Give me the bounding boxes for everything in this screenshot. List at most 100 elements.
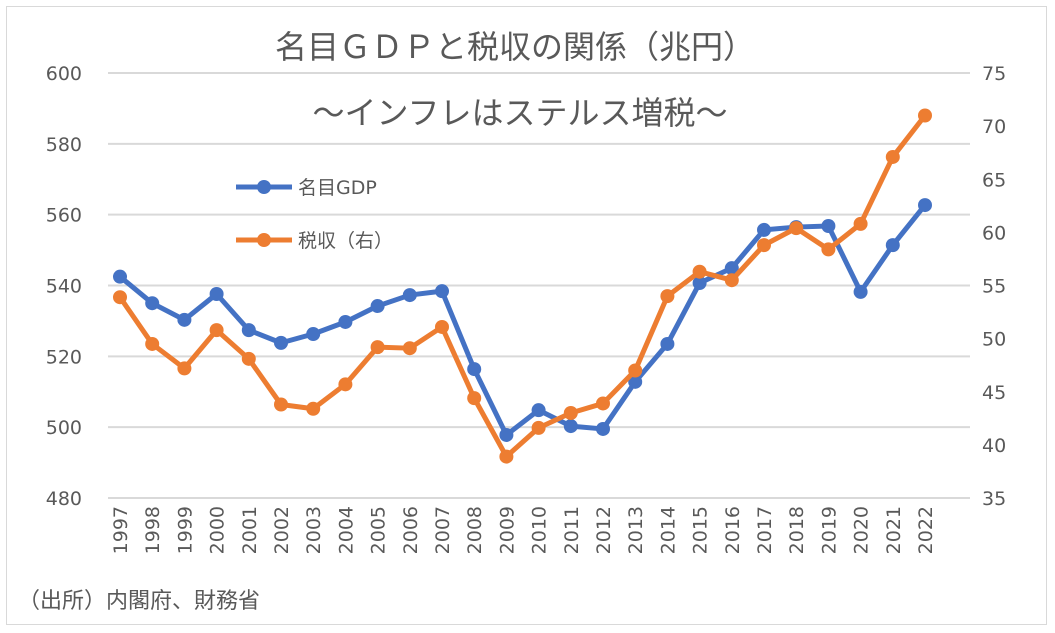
- data-point-0: [274, 335, 288, 350]
- data-point-1: [402, 341, 417, 356]
- data-point-1: [177, 361, 192, 376]
- data-point-0: [145, 296, 160, 311]
- data-point-1: [596, 396, 610, 411]
- data-point-1: [338, 377, 353, 392]
- data-point-0: [596, 421, 610, 436]
- data-point-1: [241, 351, 256, 366]
- x-axis-tick: 2009: [496, 506, 518, 554]
- data-point-0: [499, 427, 514, 442]
- data-point-1: [724, 273, 739, 288]
- x-axis-tick: 2002: [271, 506, 293, 554]
- right-axis-tick: 55: [982, 276, 1006, 298]
- x-axis-tick: 2010: [529, 506, 551, 554]
- data-point-1: [628, 363, 643, 378]
- data-point-1: [209, 323, 224, 338]
- left-axis-tick: 580: [46, 134, 82, 156]
- data-point-1: [885, 149, 900, 164]
- data-point-0: [821, 219, 836, 233]
- x-axis-tick: 2008: [464, 506, 486, 554]
- data-point-0: [113, 269, 127, 284]
- x-axis-tick: 2017: [754, 506, 776, 554]
- data-point-1: [145, 336, 160, 351]
- data-point-0: [177, 312, 192, 327]
- x-axis-tick: 2013: [625, 506, 647, 554]
- right-axis-tick: 60: [982, 222, 1006, 244]
- legend: 名目GDP 税収（右）: [236, 177, 393, 252]
- data-point-1: [113, 290, 127, 305]
- x-axis-tick: 2011: [561, 506, 583, 554]
- x-axis-tick: 2015: [690, 506, 712, 554]
- data-point-0: [692, 276, 707, 291]
- data-point-1: [531, 420, 546, 435]
- x-axis-tick: 2021: [883, 506, 905, 554]
- x-axis-tick: 2005: [368, 506, 390, 554]
- data-point-0: [885, 238, 900, 253]
- data-point-1: [789, 221, 804, 236]
- source-note: （出所）内閣府、財務省: [18, 589, 260, 614]
- left-axis-tick: 540: [46, 276, 82, 298]
- data-point-0: [467, 362, 482, 377]
- x-axis-tick: 1998: [142, 506, 164, 554]
- x-axis-tick: 2014: [657, 506, 679, 554]
- data-point-1: [660, 289, 675, 304]
- data-point-0: [402, 288, 417, 303]
- left-axis-tick: 560: [46, 205, 82, 227]
- data-point-1: [918, 108, 932, 123]
- data-point-0: [853, 284, 868, 299]
- chart-frame: [6, 6, 1047, 625]
- right-axis-tick: 40: [982, 435, 1006, 457]
- x-axis-tick: 1999: [174, 506, 196, 554]
- x-axis-tick: 2007: [432, 506, 454, 554]
- right-axis-tick: 75: [982, 63, 1006, 85]
- x-axis-tick: 2006: [400, 506, 422, 554]
- data-point-1: [692, 264, 707, 279]
- data-point-0: [918, 198, 932, 213]
- legend-tax: 税収（右）: [298, 230, 393, 252]
- right-axis-tick: 45: [982, 382, 1006, 404]
- data-point-1: [274, 397, 288, 412]
- legend-marker-gdp: [257, 180, 271, 194]
- x-axis-tick: 2020: [851, 506, 873, 554]
- data-point-0: [757, 222, 771, 237]
- x-axis-tick: 2001: [239, 506, 261, 554]
- data-point-0: [435, 284, 449, 299]
- legend-marker-tax: [257, 233, 271, 247]
- left-axis-tick: 480: [46, 488, 82, 510]
- data-point-0: [370, 299, 385, 314]
- data-point-1: [467, 391, 482, 406]
- left-axis-tick: 600: [46, 63, 82, 85]
- right-axis-tick: 65: [982, 169, 1006, 191]
- x-axis-tick: 2022: [915, 506, 937, 554]
- left-axis-tick: 520: [46, 346, 82, 368]
- right-axis-tick: 50: [982, 329, 1006, 351]
- data-point-1: [306, 401, 321, 416]
- x-axis-tick: 1997: [110, 506, 132, 554]
- data-point-1: [370, 340, 385, 355]
- data-point-1: [563, 406, 578, 420]
- data-point-1: [435, 319, 449, 334]
- x-axis-tick: 2004: [335, 506, 357, 554]
- data-point-1: [853, 216, 868, 231]
- data-point-0: [660, 336, 675, 351]
- x-axis-tick: 2003: [303, 506, 325, 554]
- data-point-0: [628, 374, 643, 389]
- data-point-0: [306, 327, 321, 342]
- data-point-0: [531, 403, 546, 418]
- data-point-0: [563, 419, 578, 434]
- data-point-1: [821, 242, 836, 257]
- x-axis-tick: 2019: [818, 506, 840, 554]
- data-point-0: [338, 314, 353, 329]
- legend-gdp: 名目GDP: [298, 177, 377, 199]
- x-axis-tick: 2012: [593, 506, 615, 554]
- x-axis-tick: 2016: [722, 506, 744, 554]
- chart-title: 名目ＧＤＰと税収の関係（兆円）: [275, 28, 755, 66]
- right-axis-tick: 70: [982, 116, 1006, 138]
- x-axis-tick: 2000: [207, 506, 229, 554]
- data-point-0: [209, 287, 224, 301]
- data-point-0: [241, 323, 256, 338]
- left-axis-tick: 500: [46, 417, 82, 439]
- x-axis-tick: 2018: [786, 506, 808, 554]
- data-point-0: [724, 261, 739, 276]
- chart-subtitle: ～インフレはステルス増税～: [312, 94, 727, 132]
